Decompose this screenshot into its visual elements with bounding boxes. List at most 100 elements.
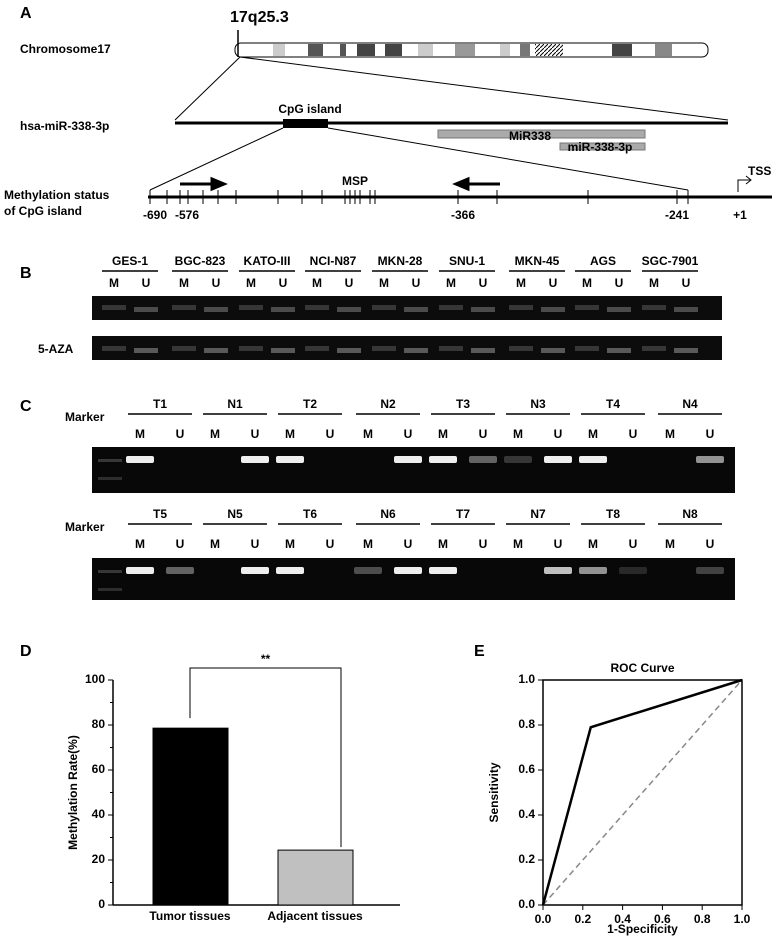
roc-line	[541, 678, 743, 906]
y-tick-label: 40	[92, 807, 106, 821]
bar	[277, 849, 354, 906]
y-tick-label: 100	[85, 672, 105, 686]
zoom-lines	[149, 30, 729, 191]
position: -576	[175, 208, 199, 222]
cell-line: MKN-28	[378, 254, 423, 268]
band	[404, 307, 428, 312]
band	[102, 346, 126, 351]
lane-label: U	[479, 276, 488, 290]
lane-label: M	[210, 537, 220, 551]
mir338-bar	[437, 129, 646, 139]
band	[305, 346, 329, 351]
y-axis-label: Methylation Rate(%)	[66, 735, 80, 850]
sample-label: T3	[456, 397, 470, 411]
lane-label: M	[246, 276, 256, 290]
band	[575, 346, 599, 351]
lane-label: M	[446, 276, 456, 290]
band	[241, 456, 269, 463]
lane-label: M	[582, 276, 592, 290]
gel	[92, 296, 722, 320]
cell-line: KATO-III	[244, 254, 291, 268]
lane-label: U	[554, 427, 563, 441]
lane-label: M	[588, 537, 598, 551]
band	[166, 567, 194, 574]
panel-c: Marker T1 M U N1 M U T2 M U N2 M U T3 M U N3 M U T4 M U N4 M U Ma…	[65, 397, 735, 600]
panel-label: E	[474, 643, 485, 660]
sample-label: T1	[153, 397, 167, 411]
reference-line	[542, 679, 743, 906]
lane-label: U	[404, 427, 413, 441]
band	[541, 307, 565, 312]
lane-label: M	[516, 276, 526, 290]
lane-label: M	[363, 537, 373, 551]
lane-label: M	[210, 427, 220, 441]
marker-band	[98, 588, 122, 591]
mir338-label: MiR338	[509, 129, 551, 143]
lane-label: M	[109, 276, 119, 290]
lane-label: U	[479, 427, 488, 441]
sample-label: N1	[227, 397, 243, 411]
lane-label: M	[363, 427, 373, 441]
lane-label: U	[142, 276, 151, 290]
x-tick-label: Adjacent tissues	[267, 909, 363, 923]
cell-line: NCI-N87	[310, 254, 357, 268]
panel-label: B	[20, 265, 32, 282]
sample-label: N3	[530, 397, 546, 411]
mir338-3p-label: miR-338-3p	[568, 140, 633, 154]
position: +1	[733, 208, 747, 222]
lane-label: M	[285, 537, 295, 551]
band	[471, 348, 495, 353]
cpg-label: CpG island	[278, 102, 341, 116]
band	[204, 348, 228, 353]
x-tick-label: 0.8	[694, 912, 711, 926]
cpg-island	[283, 119, 328, 128]
band	[429, 567, 457, 574]
band	[642, 305, 666, 310]
reverse-primer	[452, 176, 500, 192]
lane-label: U	[176, 537, 185, 551]
chromosome-bands	[273, 44, 672, 56]
lane-label: U	[629, 427, 638, 441]
charts: 0 20 40 60 80 100 Methylation Rate(%) Tumor tis…	[66, 652, 750, 936]
band	[239, 346, 263, 351]
band	[607, 307, 631, 312]
lane-label: U	[615, 276, 624, 290]
marker-label: Marker	[65, 520, 105, 534]
band	[439, 305, 463, 310]
lane-label: M	[379, 276, 389, 290]
band	[471, 307, 495, 312]
lane-label: U	[706, 537, 715, 551]
lane-label: U	[412, 276, 421, 290]
band	[276, 567, 304, 574]
cell-line: GES-1	[112, 254, 148, 268]
marker-label: Marker	[65, 410, 105, 424]
band	[305, 305, 329, 310]
lane-label: U	[326, 537, 335, 551]
cell-line: SNU-1	[449, 254, 485, 268]
sample-label: T4	[606, 397, 620, 411]
band	[102, 305, 126, 310]
band	[509, 305, 533, 310]
band	[394, 456, 422, 463]
band	[674, 307, 698, 312]
panel-b: 5-AZA GES-1 M U BGC-823 M U KATO-III M U NCI-N87 M…	[38, 254, 722, 360]
lane-label: M	[665, 427, 675, 441]
lane-label: U	[176, 427, 185, 441]
lane-label: M	[438, 537, 448, 551]
methylation-label: Methylation status	[4, 188, 110, 202]
y-tick-label: 0	[98, 897, 105, 911]
y-axis-label: Sensitivity	[487, 762, 501, 822]
position: -366	[451, 208, 475, 222]
band	[579, 567, 607, 574]
band	[134, 348, 158, 353]
band	[642, 346, 666, 351]
chromosome-label: Chromosome17	[20, 42, 111, 56]
y-tick-label: 0.6	[518, 762, 535, 776]
sample-label: N8	[682, 507, 698, 521]
band	[404, 348, 428, 353]
band	[337, 307, 361, 312]
tss-label: TSS	[748, 164, 771, 178]
marker-band	[98, 477, 122, 480]
y-tick-label: 0.2	[518, 852, 535, 866]
plot-frame	[542, 679, 743, 906]
